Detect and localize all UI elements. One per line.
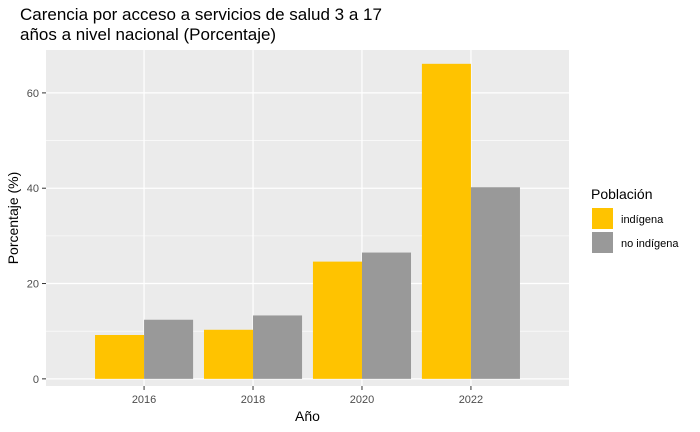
y-tick-label: 60: [27, 88, 39, 100]
y-tick-label: 20: [27, 279, 39, 291]
x-axis: 2016 2018 2020 2022: [132, 386, 483, 406]
bars: [95, 63, 520, 379]
x-axis-title: Año: [295, 408, 320, 424]
x-tick-label: 2018: [241, 394, 265, 406]
y-axis-title: Porcentaje (%): [5, 172, 21, 265]
bar-indigena-2018: [203, 329, 254, 379]
y-tick-label: 0: [33, 374, 39, 386]
x-tick-label: 2020: [350, 394, 374, 406]
chart-title-line-2: años a nivel nacional (Porcentaje): [20, 25, 277, 44]
bar-no-indigena-2016: [144, 319, 194, 379]
x-tick-label: 2016: [132, 394, 156, 406]
legend-title: Población: [591, 186, 653, 202]
legend: Población indígena no indígena: [591, 186, 679, 253]
legend-label-indigena: indígena: [621, 214, 664, 226]
bar-indigena-2022: [421, 63, 471, 379]
legend-swatch-no-indigena: [592, 232, 613, 253]
chart-title-line-1: Carencia por acceso a servicios de salud…: [20, 5, 382, 24]
bar-indigena-2016: [95, 335, 145, 379]
bar-indigena-2020: [312, 261, 362, 379]
bar-no-indigena-2022: [470, 187, 520, 379]
x-tick-label: 2022: [459, 394, 483, 406]
legend-label-no-indigena: no indígena: [621, 238, 679, 250]
y-tick-label: 40: [27, 183, 39, 195]
legend-swatch-indigena: [592, 208, 613, 229]
y-axis: 0 20 40 60: [27, 88, 46, 386]
chart-title: Carencia por acceso a servicios de salud…: [20, 5, 540, 45]
bar-no-indigena-2018: [253, 315, 303, 379]
bar-no-indigena-2020: [361, 252, 412, 379]
